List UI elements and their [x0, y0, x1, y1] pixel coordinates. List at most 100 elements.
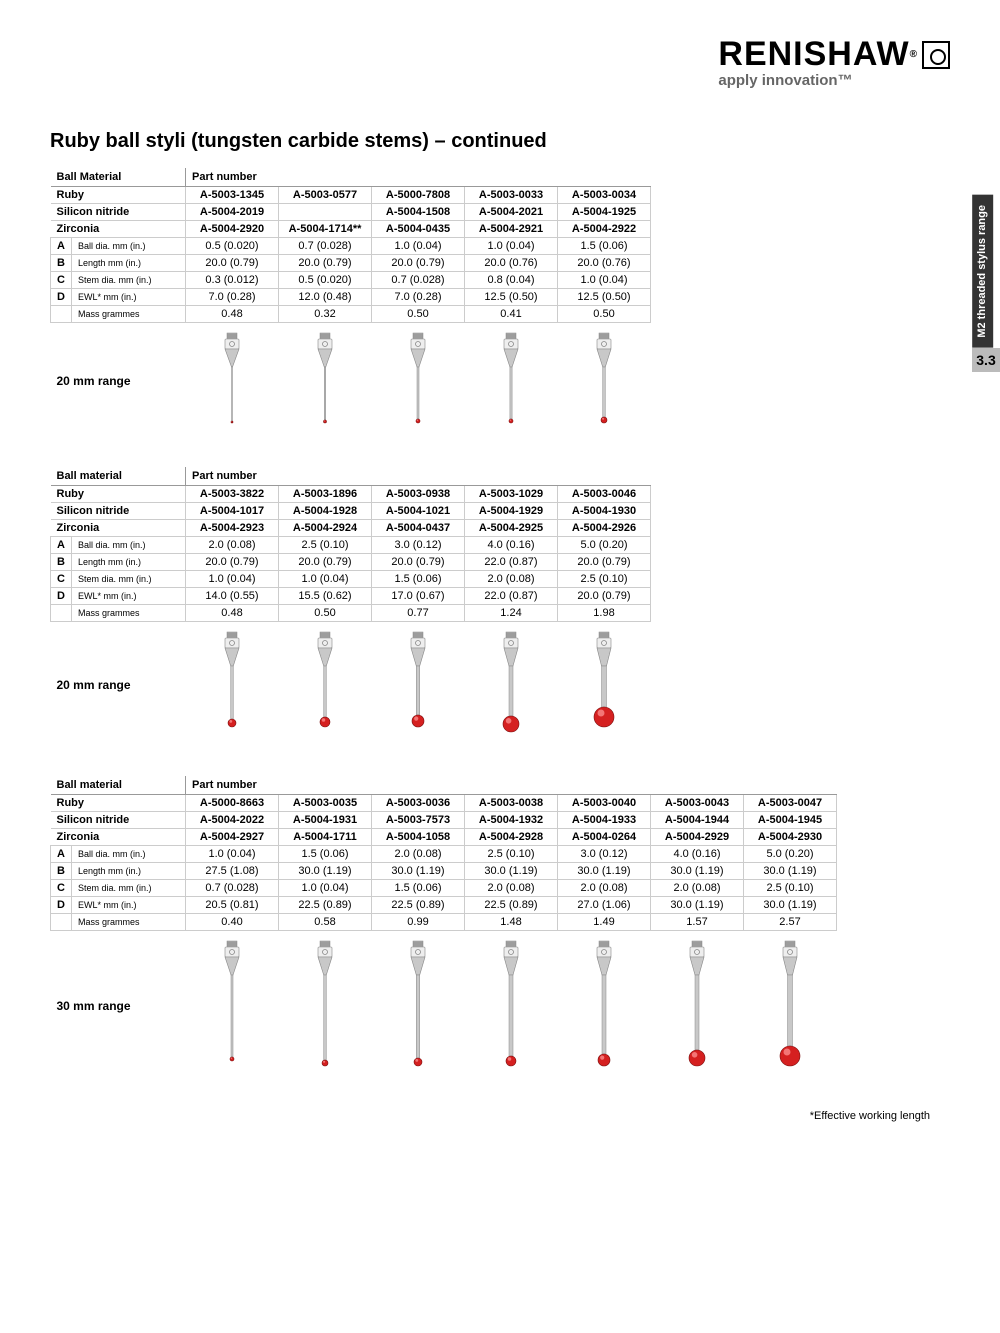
spec-label: Ball dia. mm (in.) [71, 238, 185, 255]
material-label: Ruby [51, 187, 186, 204]
part-number-cell: A-5004-2924 [279, 520, 372, 537]
mass-value: 1.57 [651, 914, 744, 931]
spec-value: 0.5 (0.020) [186, 238, 279, 255]
spec-value: 2.5 (0.10) [744, 880, 837, 897]
stylus-drawing [372, 323, 465, 433]
stylus-drawing [558, 323, 651, 433]
spec-value: 5.0 (0.20) [558, 537, 651, 554]
mass-value: 2.57 [744, 914, 837, 931]
spec-letter: A [51, 537, 72, 554]
stylus-drawing [279, 323, 372, 433]
brand-name: RENISHAW® [718, 35, 950, 74]
spec-value: 7.0 (0.28) [372, 289, 465, 306]
stylus-drawing [279, 622, 372, 742]
spec-value: 27.0 (1.06) [558, 897, 651, 914]
range-label: 20 mm range [51, 323, 186, 433]
part-number-cell: A-5004-1017 [186, 503, 279, 520]
spec-table-2: Ball materialPart numberRubyA-5000-8663A… [50, 776, 837, 1075]
part-number-cell: A-5004-1925 [558, 204, 651, 221]
table-header-partnum: Part number [186, 168, 651, 187]
brand-tagline: apply innovation™ [718, 72, 950, 89]
part-number-cell: A-5004-1928 [279, 503, 372, 520]
spec-value: 27.5 (1.08) [186, 863, 279, 880]
spec-value: 1.0 (0.04) [372, 238, 465, 255]
spec-value: 20.0 (0.79) [279, 255, 372, 272]
spec-value: 1.5 (0.06) [558, 238, 651, 255]
part-number-cell: A-5003-0033 [465, 187, 558, 204]
spec-letter: D [51, 289, 72, 306]
part-number-cell: A-5004-2923 [186, 520, 279, 537]
part-number-cell: A-5004-1945 [744, 812, 837, 829]
spec-value: 1.0 (0.04) [186, 846, 279, 863]
part-number-cell: A-5004-1933 [558, 812, 651, 829]
spec-value: 20.0 (0.79) [372, 554, 465, 571]
spec-value: 2.5 (0.10) [279, 537, 372, 554]
spec-value: 20.0 (0.76) [558, 255, 651, 272]
spec-label: Length mm (in.) [71, 863, 185, 880]
table-header-partnum: Part number [186, 776, 837, 795]
spec-letter: D [51, 897, 72, 914]
part-number-cell: A-5004-1021 [372, 503, 465, 520]
spec-letter: B [51, 863, 72, 880]
part-number-cell: A-5003-7573 [372, 812, 465, 829]
stylus-drawing [558, 931, 651, 1076]
part-number-cell: A-5004-0437 [372, 520, 465, 537]
spec-letter: C [51, 880, 72, 897]
spec-value: 30.0 (1.19) [372, 863, 465, 880]
spec-letter: B [51, 255, 72, 272]
mass-value: 1.49 [558, 914, 651, 931]
spec-value: 1.0 (0.04) [186, 571, 279, 588]
stylus-drawing [744, 931, 837, 1076]
part-number-cell: A-5004-2927 [186, 829, 279, 846]
spec-label: Length mm (in.) [71, 255, 185, 272]
spec-label: EWL* mm (in.) [71, 289, 185, 306]
spec-value: 2.0 (0.08) [558, 880, 651, 897]
part-number-cell: A-5004-1508 [372, 204, 465, 221]
part-number-cell: A-5004-1932 [465, 812, 558, 829]
stylus-drawing [465, 323, 558, 433]
spec-value: 1.0 (0.04) [558, 272, 651, 289]
part-number-cell: A-5003-0040 [558, 795, 651, 812]
stylus-drawing [651, 931, 744, 1076]
material-label: Ruby [51, 795, 186, 812]
mass-value: 0.32 [279, 306, 372, 323]
part-number-cell: A-5004-1058 [372, 829, 465, 846]
spec-value: 2.0 (0.08) [372, 846, 465, 863]
spec-label: EWL* mm (in.) [71, 588, 185, 605]
spec-value: 0.5 (0.020) [279, 272, 372, 289]
spec-letter: D [51, 588, 72, 605]
table-header-material: Ball material [51, 776, 186, 795]
spec-value: 22.0 (0.87) [465, 554, 558, 571]
spec-value: 0.7 (0.028) [279, 238, 372, 255]
part-number-cell: A-5004-2019 [186, 204, 279, 221]
spec-label: Stem dia. mm (in.) [71, 571, 185, 588]
part-number-cell: A-5004-2921 [465, 221, 558, 238]
spec-value: 2.0 (0.08) [186, 537, 279, 554]
spec-value: 4.0 (0.16) [465, 537, 558, 554]
spec-value: 1.0 (0.04) [279, 571, 372, 588]
mass-value: 0.99 [372, 914, 465, 931]
spec-value: 30.0 (1.19) [465, 863, 558, 880]
material-label: Silicon nitride [51, 503, 186, 520]
spec-value: 12.0 (0.48) [279, 289, 372, 306]
mass-value: 0.50 [558, 306, 651, 323]
part-number-cell: A-5003-1345 [186, 187, 279, 204]
spec-value: 12.5 (0.50) [558, 289, 651, 306]
spec-label: Length mm (in.) [71, 554, 185, 571]
part-number-cell: A-5003-1896 [279, 486, 372, 503]
spec-label: EWL* mm (in.) [71, 897, 185, 914]
mass-value: 1.48 [465, 914, 558, 931]
spec-value: 30.0 (1.19) [651, 863, 744, 880]
mass-value: 0.41 [465, 306, 558, 323]
spec-value: 0.7 (0.028) [372, 272, 465, 289]
spec-value: 20.0 (0.79) [186, 255, 279, 272]
material-label: Zirconia [51, 520, 186, 537]
spec-value: 5.0 (0.20) [744, 846, 837, 863]
stylus-drawing [186, 622, 279, 742]
spec-value: 4.0 (0.16) [651, 846, 744, 863]
spec-value: 14.0 (0.55) [186, 588, 279, 605]
part-number-cell: A-5004-1929 [465, 503, 558, 520]
spec-label: Stem dia. mm (in.) [71, 880, 185, 897]
material-label: Silicon nitride [51, 812, 186, 829]
side-tab-label: M2 threaded stylus range [972, 195, 993, 348]
